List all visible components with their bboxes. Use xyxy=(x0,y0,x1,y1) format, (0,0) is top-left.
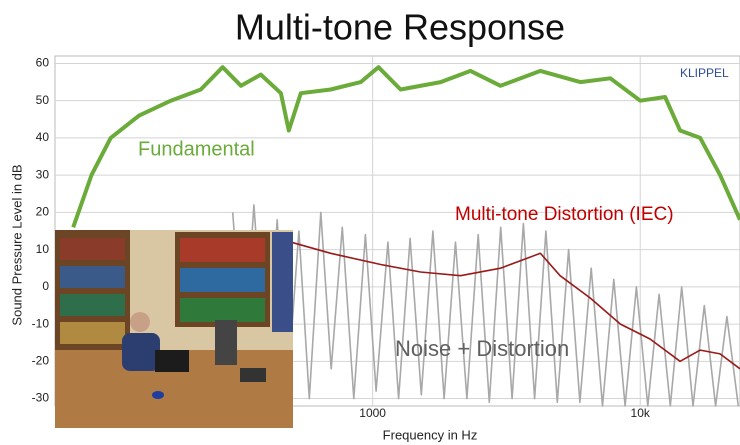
x-axis-label: Frequency in Hz xyxy=(383,427,478,442)
books xyxy=(60,238,125,260)
laptop xyxy=(155,350,189,372)
y-tick-label: 30 xyxy=(36,167,50,181)
books xyxy=(60,266,125,288)
annotation: Fundamental xyxy=(138,138,255,160)
photo-inset xyxy=(55,230,293,428)
books xyxy=(272,232,293,332)
annotation: KLIPPEL xyxy=(680,66,729,80)
books xyxy=(60,322,125,344)
books xyxy=(60,294,125,316)
amplifier xyxy=(240,368,266,382)
books xyxy=(180,238,265,262)
y-tick-label: 0 xyxy=(42,279,49,293)
books xyxy=(180,268,265,292)
y-tick-label: -10 xyxy=(32,316,50,330)
chart: Multi-tone Response Sound Pressure Level… xyxy=(0,0,740,445)
annotation: Noise + Distortion xyxy=(395,336,569,361)
y-tick-label: 60 xyxy=(36,56,50,70)
y-tick-label: 40 xyxy=(36,130,50,144)
y-tick-label: -30 xyxy=(32,391,50,405)
y-tick-label: -20 xyxy=(32,353,50,367)
series-line xyxy=(233,205,739,406)
y-tick-label: 20 xyxy=(36,205,50,219)
y-axis-label: Sound Pressure Level in dB xyxy=(9,164,24,325)
y-tick-label: 50 xyxy=(36,93,50,107)
person-head xyxy=(130,312,150,332)
x-tick-label: 10k xyxy=(631,406,651,420)
chart-title: Multi-tone Response xyxy=(235,7,565,48)
y-tick-label: 10 xyxy=(36,242,50,256)
annotation: Multi-tone Distortion (IEC) xyxy=(455,204,674,225)
person-body xyxy=(122,333,160,371)
books xyxy=(180,298,265,322)
speaker xyxy=(215,320,237,365)
x-tick-label: 1000 xyxy=(359,406,386,420)
microphone xyxy=(152,391,164,399)
